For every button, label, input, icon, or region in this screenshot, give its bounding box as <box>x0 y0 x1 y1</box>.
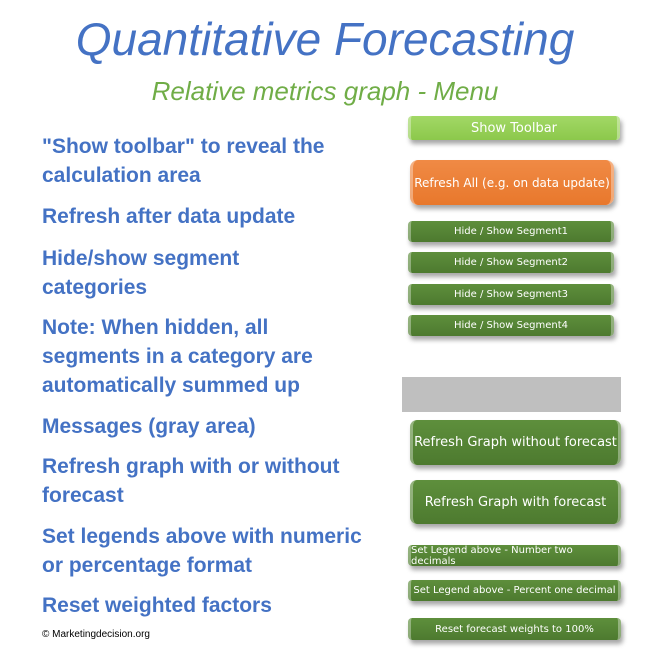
copyright: © Marketingdecision.org <box>42 629 150 640</box>
page-subtitle: Relative metrics graph - Menu <box>151 76 499 106</box>
desc-refresh-graph: Refresh graph with or without forecast <box>42 455 340 507</box>
reset-weights-button[interactable]: Reset forecast weights to 100% <box>408 618 621 640</box>
desc-show-toolbar: "Show toolbar" to reveal the calculation… <box>42 135 325 187</box>
desc-messages: Messages (gray area) <box>42 415 256 438</box>
legend-percent-button[interactable]: Set Legend above - Percent one decimal <box>408 580 621 601</box>
desc-refresh: Refresh after data update <box>42 205 296 228</box>
refresh-all-button[interactable]: Refresh All (e.g. on data update) <box>410 160 614 205</box>
show-toolbar-button[interactable]: Show Toolbar <box>408 116 620 140</box>
message-area <box>402 377 621 412</box>
segment2-toggle-button[interactable]: Hide / Show Segment2 <box>408 252 614 273</box>
legend-number-button[interactable]: Set Legend above - Number two decimals <box>408 545 621 567</box>
page-title: Quantitative Forecasting <box>75 13 575 65</box>
refresh-graph-without-forecast-button[interactable]: Refresh Graph without forecast <box>410 420 621 465</box>
desc-reset: Reset weighted factors <box>42 594 272 617</box>
segment3-toggle-button[interactable]: Hide / Show Segment3 <box>408 284 614 305</box>
refresh-graph-with-forecast-button[interactable]: Refresh Graph with forecast <box>410 480 621 524</box>
desc-legends: Set legends above with numeric or percen… <box>42 525 362 577</box>
desc-note: Note: When hidden, all segments in a cat… <box>42 316 313 397</box>
segment4-toggle-button[interactable]: Hide / Show Segment4 <box>408 315 614 336</box>
desc-segments: Hide/show segment categories <box>42 247 240 299</box>
segment1-toggle-button[interactable]: Hide / Show Segment1 <box>408 221 614 242</box>
